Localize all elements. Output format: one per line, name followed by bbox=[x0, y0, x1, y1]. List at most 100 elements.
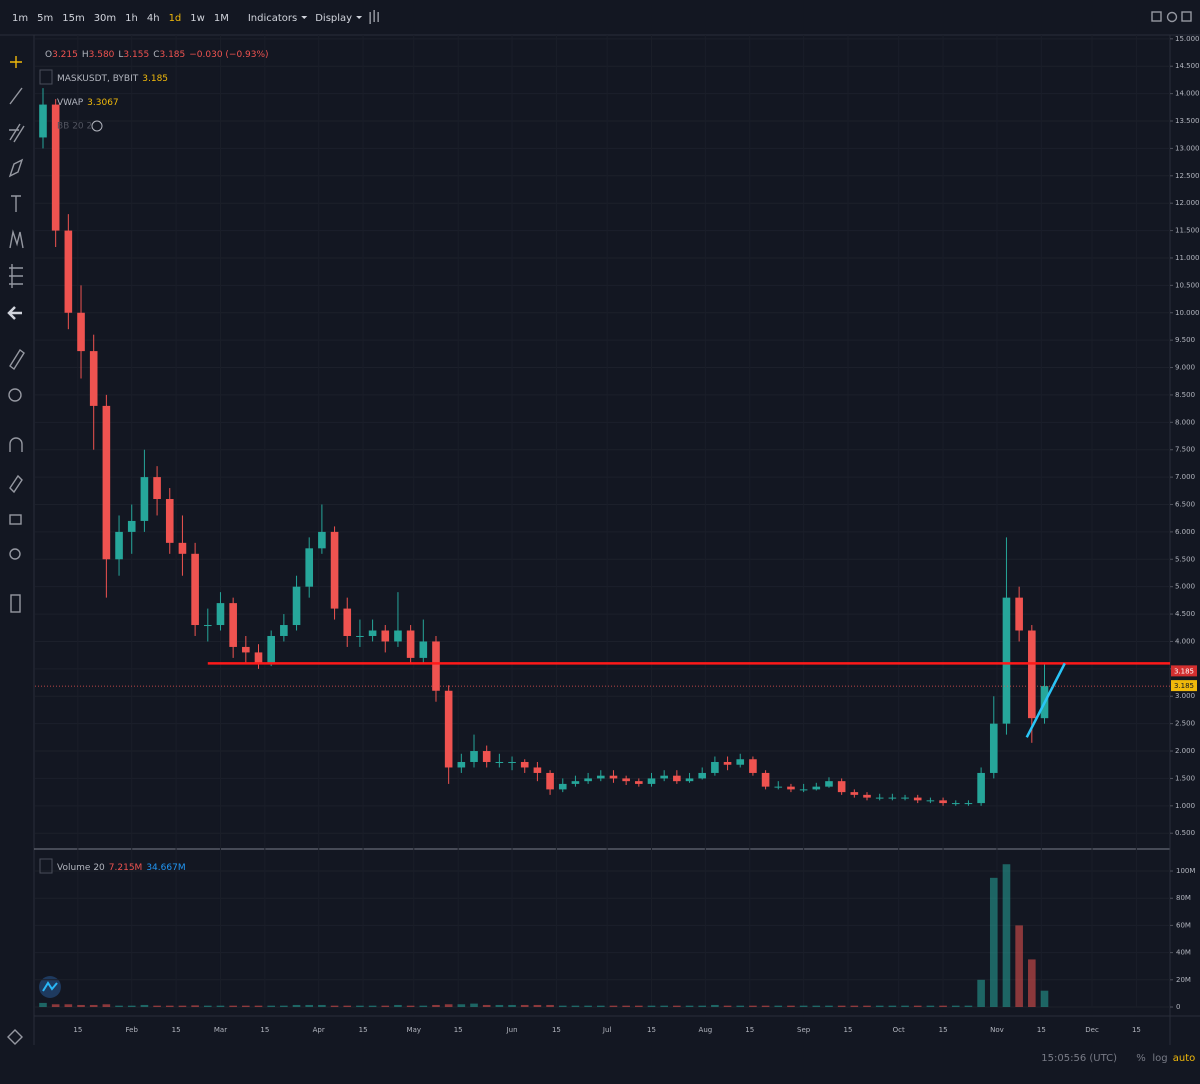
volume-bar bbox=[89, 1004, 98, 1007]
text-tool[interactable] bbox=[11, 195, 21, 212]
volume-collapse[interactable] bbox=[39, 858, 53, 874]
interval-button[interactable]: 1w bbox=[190, 13, 205, 24]
volume-bar bbox=[913, 1005, 922, 1007]
hidden-icon[interactable] bbox=[91, 120, 103, 132]
screenshot-icon[interactable] bbox=[1151, 11, 1162, 22]
layers-tool[interactable] bbox=[7, 1029, 23, 1045]
candle-body bbox=[102, 405, 111, 560]
candle-body bbox=[381, 630, 390, 642]
interval-button[interactable]: 4h bbox=[147, 13, 160, 24]
candle-body bbox=[444, 690, 453, 768]
x-tick-label: Dec bbox=[1085, 1026, 1099, 1034]
back-tool[interactable] bbox=[7, 306, 22, 320]
ohlc-label: L bbox=[118, 50, 123, 60]
x-tick-label: 15 bbox=[454, 1026, 463, 1034]
candle-body bbox=[558, 783, 567, 790]
candle-body bbox=[368, 630, 377, 636]
volume-bar bbox=[825, 1005, 833, 1007]
magnet-tool[interactable] bbox=[9, 437, 23, 452]
x-tick-label: 15 bbox=[647, 1026, 656, 1034]
visibility-tool[interactable] bbox=[9, 548, 21, 560]
chart-type-icon[interactable] bbox=[369, 10, 379, 24]
volume-bar bbox=[51, 1004, 60, 1007]
percent-toggle[interactable]: % bbox=[1136, 1053, 1146, 1064]
candle-body bbox=[51, 104, 60, 231]
interval-button[interactable]: 5m bbox=[37, 13, 53, 24]
top-right-icons[interactable] bbox=[1151, 11, 1192, 23]
interval-button[interactable]: 1M bbox=[214, 13, 229, 24]
volume-ma: 34.667M bbox=[146, 863, 185, 873]
volume-bar bbox=[406, 1005, 415, 1007]
prediction-tool[interactable] bbox=[9, 264, 23, 288]
candle-body bbox=[1002, 597, 1011, 724]
lock-draw-tool[interactable] bbox=[9, 474, 23, 494]
ohlc-value: 3.155 bbox=[123, 50, 149, 60]
volume-bar bbox=[495, 1004, 504, 1007]
volume-bar bbox=[571, 1005, 580, 1007]
y-tick-label: 10.500 bbox=[1175, 281, 1200, 289]
logo-mark bbox=[42, 981, 58, 992]
drawing-tools[interactable] bbox=[7, 56, 25, 1045]
candle-body bbox=[787, 786, 795, 790]
candle-body bbox=[584, 778, 592, 782]
volume-bar bbox=[723, 1005, 732, 1007]
candle-body bbox=[926, 800, 935, 802]
delete-tool[interactable] bbox=[10, 594, 21, 613]
x-tick-label: Feb bbox=[126, 1026, 139, 1034]
trend-line[interactable] bbox=[1025, 662, 1066, 738]
x-tick-label: 15 bbox=[73, 1026, 82, 1034]
volume-bar bbox=[520, 1004, 529, 1007]
menu-button[interactable]: Indicators bbox=[248, 13, 297, 24]
volume-bar bbox=[368, 1005, 377, 1007]
candle-body bbox=[571, 781, 580, 784]
collapse-button[interactable] bbox=[39, 69, 53, 85]
fullscreen-icon[interactable] bbox=[1181, 11, 1192, 22]
candle-body bbox=[394, 630, 402, 642]
log-toggle[interactable]: log bbox=[1152, 1053, 1167, 1064]
candle-body bbox=[470, 751, 478, 762]
crosshair-tool[interactable] bbox=[10, 56, 22, 68]
candle-body bbox=[64, 230, 73, 313]
volume-bar bbox=[508, 1004, 516, 1007]
volume-bar bbox=[673, 1005, 681, 1007]
volume-bar bbox=[140, 1004, 149, 1007]
candle-body bbox=[242, 646, 250, 653]
trendline-tool[interactable] bbox=[9, 87, 23, 105]
candle-body bbox=[178, 542, 187, 554]
candle-body bbox=[609, 775, 618, 779]
y-tick-label: 12.000 bbox=[1175, 199, 1200, 207]
zoom-tool[interactable] bbox=[8, 388, 22, 402]
candle-body bbox=[77, 312, 85, 352]
candle-body bbox=[533, 767, 542, 773]
volume-legend: Volume 20 7.215M 34.667M bbox=[57, 863, 186, 873]
interval-button[interactable]: 15m bbox=[62, 13, 84, 24]
ruler-tool[interactable] bbox=[9, 348, 25, 371]
brush-tool[interactable] bbox=[8, 158, 24, 178]
candle-body bbox=[837, 781, 846, 793]
lock-tool[interactable] bbox=[9, 514, 22, 525]
volume-bar bbox=[381, 1005, 390, 1007]
y-tick-label: 4.500 bbox=[1175, 610, 1195, 618]
interval-button[interactable]: 1h bbox=[125, 13, 138, 24]
candle-body bbox=[711, 761, 719, 773]
candle-body bbox=[825, 781, 833, 787]
candle-body bbox=[153, 477, 161, 500]
volume-bar bbox=[685, 1005, 694, 1007]
interval-button[interactable]: 1m bbox=[12, 13, 28, 24]
interval-button[interactable]: 1d bbox=[169, 13, 182, 24]
last-price-label: 3.185 bbox=[1174, 682, 1194, 690]
settings-icon[interactable] bbox=[1166, 11, 1178, 23]
menu-button[interactable]: Display bbox=[315, 13, 352, 24]
candle-body bbox=[913, 797, 922, 801]
fib-tool[interactable] bbox=[9, 123, 25, 143]
volume-bar bbox=[343, 1005, 352, 1007]
volume-bar bbox=[203, 1005, 212, 1007]
interval-button[interactable]: 30m bbox=[94, 13, 116, 24]
candle-body bbox=[723, 761, 732, 765]
candle-body bbox=[736, 759, 745, 765]
pattern-tool[interactable] bbox=[9, 229, 24, 249]
x-tick-label: 15 bbox=[172, 1026, 181, 1034]
auto-toggle[interactable]: auto bbox=[1173, 1053, 1196, 1064]
candle-body bbox=[254, 652, 263, 664]
candle-body bbox=[495, 761, 504, 763]
